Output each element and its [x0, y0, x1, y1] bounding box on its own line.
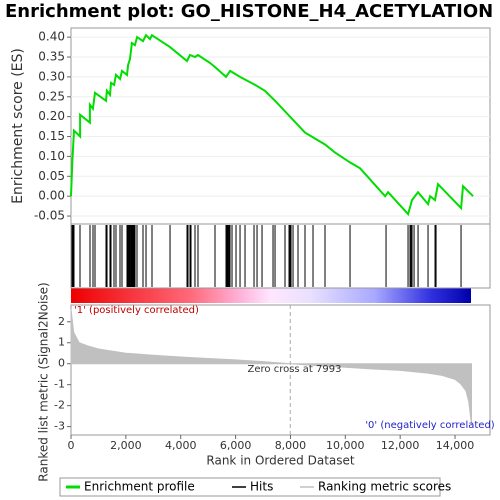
x-tick-label: 10,000 — [326, 439, 365, 452]
colorbar — [71, 288, 471, 303]
x-tick-label: 2,000 — [110, 439, 142, 452]
x-tick-label: 14,000 — [436, 439, 475, 452]
legend-box — [59, 477, 441, 497]
y-tick-label: 0.05 — [38, 169, 65, 183]
plot-frame — [70, 223, 491, 289]
x-tick-label: 0 — [68, 439, 75, 452]
plot-frame — [70, 304, 491, 436]
y-tick-label: 2 — [58, 315, 65, 328]
y-tick-label: 0.30 — [38, 69, 65, 83]
y-axis-label: Enrichment score (ES) — [10, 48, 26, 204]
y-tick-label: 0.40 — [38, 30, 65, 44]
y-tick-label: 0.35 — [38, 50, 65, 64]
y-tick-label: 0 — [58, 357, 65, 370]
es-line — [70, 33, 474, 217]
y-axis-label: Ranked list metric (Signal2Noise) — [37, 282, 51, 481]
x-tick-label: 12,000 — [381, 439, 420, 452]
legend-label: Ranking metric scores — [318, 480, 451, 494]
y-tick-label: 0.10 — [38, 149, 65, 163]
legend-label: Enrichment profile — [84, 480, 195, 494]
y-tick-label: 0.25 — [38, 89, 65, 103]
y-tick-label: 0.20 — [38, 109, 65, 123]
chart-title: Enrichment plot: GO_HISTONE_H4_ACETYLATI… — [5, 1, 493, 22]
y-tick-label: -3 — [54, 420, 65, 433]
annotation: Zero cross at 7993 — [248, 364, 342, 375]
legend-label: Hits — [250, 480, 273, 494]
x-axis-label: Rank in Ordered Dataset — [206, 454, 354, 468]
metric-area — [70, 309, 472, 425]
y-tick-label: -1 — [54, 378, 65, 391]
y-tick-label: -2 — [54, 399, 65, 412]
y-tick-label: 0.00 — [38, 189, 65, 203]
y-tick-label: -0.05 — [34, 209, 65, 223]
x-tick-label: 8,000 — [275, 439, 307, 452]
annotation: '0' (negatively correlated) — [365, 420, 494, 431]
y-tick-label: 0.15 — [38, 129, 65, 143]
x-tick-label: 4,000 — [165, 439, 197, 452]
y-tick-label: 1 — [58, 336, 65, 349]
annotation: '1' (positively correlated) — [74, 305, 199, 316]
x-tick-label: 6,000 — [220, 439, 252, 452]
